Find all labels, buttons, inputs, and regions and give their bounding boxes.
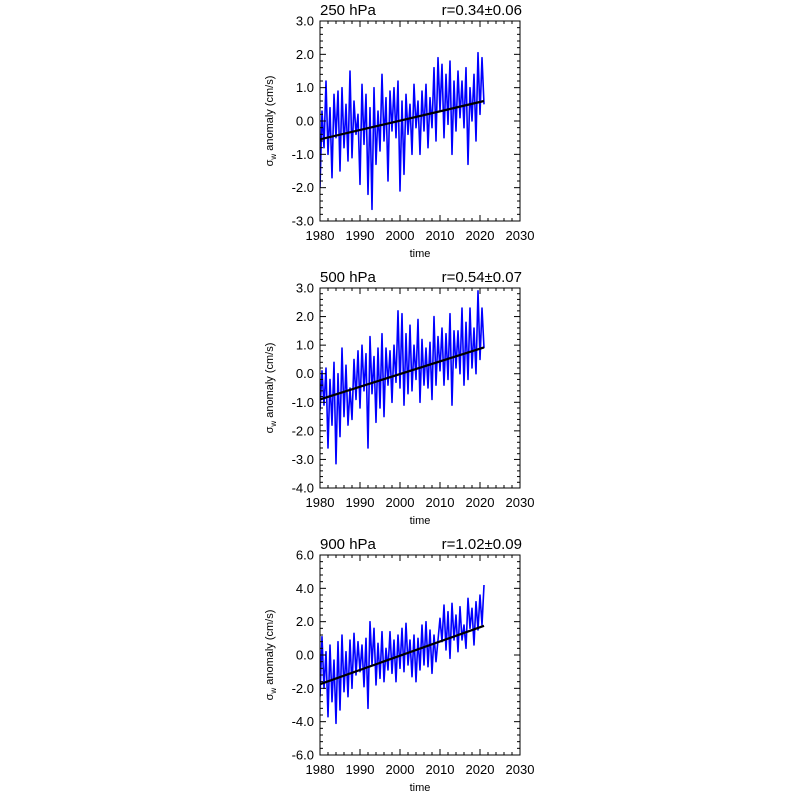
x-tick-label: 2010: [426, 228, 455, 243]
panel-2: 900 hPa r=1.02±0.09 1980 1990 2000 2010 2020 20…: [264, 536, 534, 794]
y-axis-label: σw anomaly (cm/s): [264, 343, 278, 434]
plot-frame: [319, 20, 521, 222]
x-tick-label: 1980: [306, 228, 335, 243]
y-axis-label-text: anomaly (cm/s): [264, 343, 276, 421]
y-tick-label: -1.0: [292, 147, 314, 162]
x-tick-label: 2000: [386, 762, 415, 777]
trend-line: [320, 346, 485, 401]
y-tick-label: 2.0: [296, 614, 314, 629]
y-tick-label: -2.0: [292, 423, 314, 438]
y-axis-label-subscript: w: [269, 688, 278, 695]
correlation-annotation: r=0.54±0.07: [442, 269, 522, 286]
panel-title: 500 hPa: [320, 269, 377, 286]
x-tick-label: 2030: [506, 228, 535, 243]
y-tick-label: -3.0: [292, 452, 314, 467]
y-tick-label: 1.0: [296, 80, 314, 95]
x-tick-label: 1990: [346, 495, 375, 510]
y-axis-label-symbol: σ: [264, 426, 276, 433]
x-tick-label: 1990: [346, 762, 375, 777]
x-tick-label: 2010: [426, 495, 455, 510]
x-tick-label: 1980: [306, 762, 335, 777]
x-tick-label: 2030: [506, 762, 535, 777]
x-axis-label: time: [410, 515, 431, 527]
y-tick-label: 2.0: [296, 309, 314, 324]
y-tick-label: -6.0: [292, 748, 314, 763]
x-tick-label: 1980: [306, 495, 335, 510]
x-tick-label: 2020: [466, 495, 495, 510]
x-tick-label: 2000: [386, 495, 415, 510]
x-tick-label: 2020: [466, 228, 495, 243]
x-tick-label: 2010: [426, 762, 455, 777]
x-tick-label: 2030: [506, 495, 535, 510]
y-tick-label: 2.0: [296, 47, 314, 62]
y-tick-label: 0.0: [296, 114, 314, 129]
x-axis-label: time: [410, 782, 431, 794]
y-axis-label: σw anomaly (cm/s): [264, 610, 278, 701]
plot-frame: [319, 287, 521, 489]
y-tick-label: -4.0: [292, 481, 314, 496]
x-axis-label: time: [410, 248, 431, 260]
panel-1: 500 hPa r=0.54±0.07 1980 1990 2000 2010 2020 20…: [264, 269, 534, 527]
y-axis-label-subscript: w: [269, 421, 278, 428]
x-tick-label: 1990: [346, 228, 375, 243]
y-tick-label: -3.0: [292, 214, 314, 229]
panel-title: 250 hPa: [320, 2, 377, 19]
trend-line: [320, 624, 485, 686]
trend-line: [320, 99, 485, 141]
y-axis-label-text: anomaly (cm/s): [264, 610, 276, 688]
correlation-annotation: r=0.34±0.06: [442, 2, 522, 19]
y-tick-label: -2.0: [292, 180, 314, 195]
y-tick-label: 4.0: [296, 581, 314, 596]
correlation-annotation: r=1.02±0.09: [442, 536, 522, 553]
y-tick-label: 1.0: [296, 338, 314, 353]
y-tick-label: 0.0: [296, 648, 314, 663]
y-tick-label: -4.0: [292, 714, 314, 729]
y-axis-label: σw anomaly (cm/s): [264, 76, 278, 167]
x-tick-label: 2020: [466, 762, 495, 777]
series-line: [320, 584, 485, 725]
y-tick-label: 3.0: [296, 281, 314, 296]
y-tick-label: 3.0: [296, 14, 314, 29]
y-axis-label-symbol: σ: [264, 693, 276, 700]
series-line: [320, 290, 485, 465]
y-tick-label: -2.0: [292, 681, 314, 696]
series-line: [320, 51, 485, 211]
y-tick-label: 6.0: [296, 548, 314, 563]
panel-title: 900 hPa: [320, 536, 377, 553]
y-axis-label-symbol: σ: [264, 159, 276, 166]
y-axis-label-text: anomaly (cm/s): [264, 76, 276, 154]
panel-0: 250 hPa r=0.34±0.06 1980 1990 2000 2010 2020 20…: [264, 2, 534, 260]
x-tick-label: 2000: [386, 228, 415, 243]
y-tick-label: 0.0: [296, 366, 314, 381]
y-axis-label-subscript: w: [269, 154, 278, 161]
y-tick-label: -1.0: [292, 395, 314, 410]
